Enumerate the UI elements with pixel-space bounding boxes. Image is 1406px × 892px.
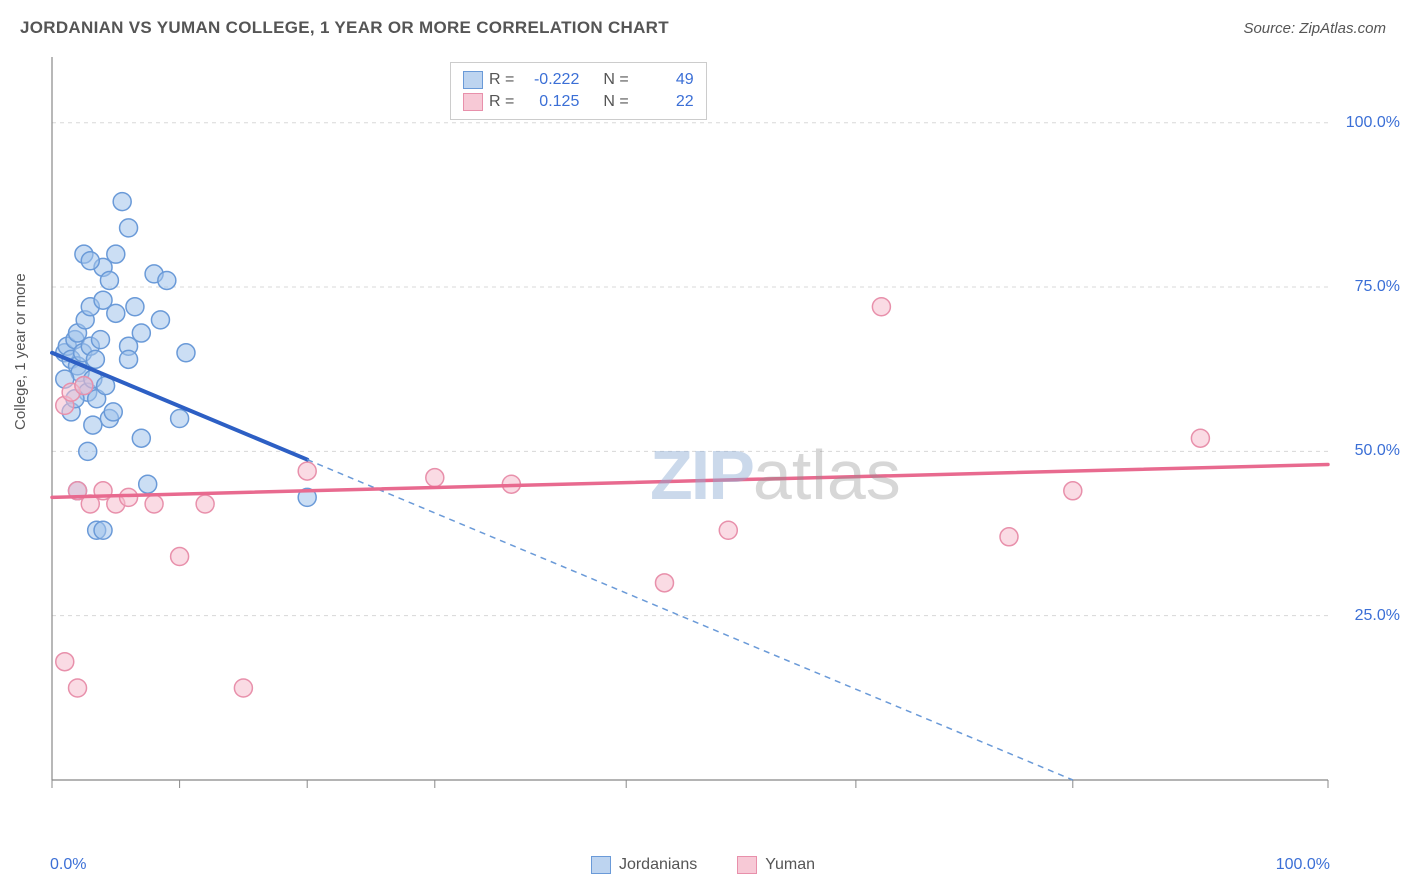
legend-n-value: 22 bbox=[639, 93, 694, 111]
legend-n-value: 49 bbox=[639, 71, 694, 89]
legend-swatch-icon bbox=[737, 856, 757, 874]
legend-item: Yuman bbox=[737, 856, 815, 874]
legend-series-label: Yuman bbox=[765, 856, 815, 874]
legend-r-label: R = bbox=[489, 93, 514, 111]
legend-r-value: -0.222 bbox=[524, 71, 579, 89]
legend-r-label: R = bbox=[489, 71, 514, 89]
series-legend: Jordanians Yuman bbox=[0, 856, 1406, 874]
legend-item: Jordanians bbox=[591, 856, 697, 874]
chart-title: JORDANIAN VS YUMAN COLLEGE, 1 YEAR OR MO… bbox=[20, 18, 669, 38]
y-tick-label: 50.0% bbox=[1355, 442, 1400, 460]
legend-series-label: Jordanians bbox=[619, 856, 697, 874]
legend-swatch-icon bbox=[463, 71, 483, 89]
correlation-legend: R = -0.222 N = 49 R = 0.125 N = 22 bbox=[450, 62, 707, 120]
x-axis-max-label: 100.0% bbox=[1276, 856, 1330, 874]
y-axis-label: College, 1 year or more bbox=[12, 273, 29, 430]
y-tick-label: 25.0% bbox=[1355, 607, 1400, 625]
y-tick-label: 75.0% bbox=[1355, 278, 1400, 296]
header-row: JORDANIAN VS YUMAN COLLEGE, 1 YEAR OR MO… bbox=[20, 18, 1386, 38]
chart-area: ZIPatlas bbox=[50, 55, 1330, 825]
legend-r-value: 0.125 bbox=[524, 93, 579, 111]
legend-row: R = -0.222 N = 49 bbox=[463, 69, 694, 91]
legend-swatch-icon bbox=[463, 93, 483, 111]
source-label: Source: ZipAtlas.com bbox=[1243, 20, 1386, 37]
x-axis-min-label: 0.0% bbox=[50, 856, 86, 874]
legend-row: R = 0.125 N = 22 bbox=[463, 91, 694, 113]
y-tick-label: 100.0% bbox=[1346, 114, 1400, 132]
legend-n-label: N = bbox=[603, 93, 628, 111]
legend-n-label: N = bbox=[603, 71, 628, 89]
legend-swatch-icon bbox=[591, 856, 611, 874]
scatter-plot bbox=[50, 55, 1330, 825]
